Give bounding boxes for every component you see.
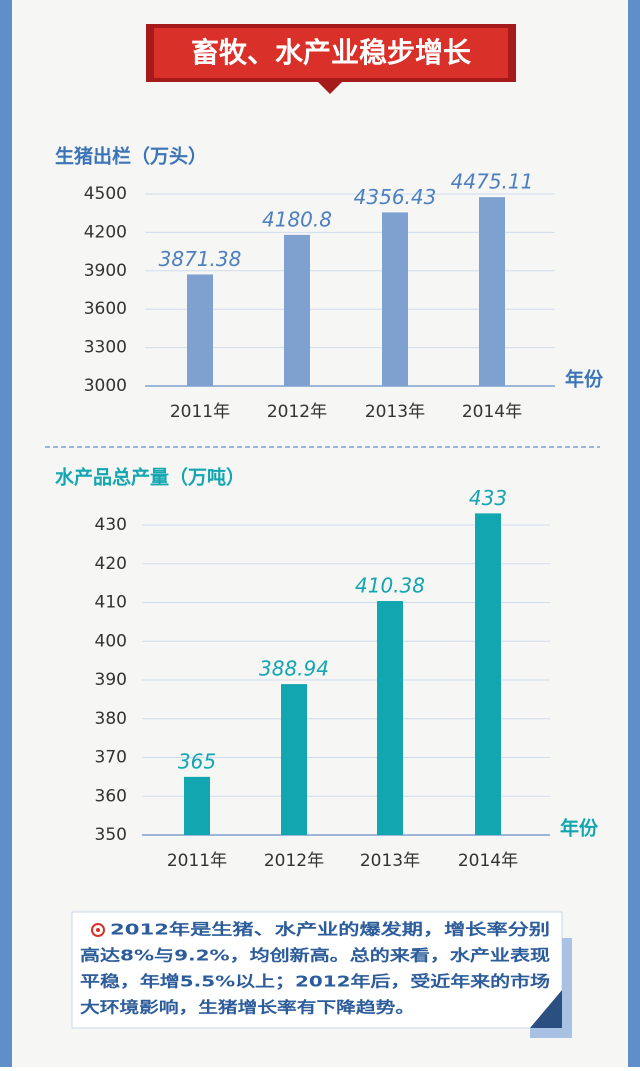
x-axis-label: 年份 <box>560 817 599 840</box>
y-tick-label: 390 <box>95 670 127 690</box>
y-tick-label: 430 <box>95 515 127 535</box>
y-tick-label: 3600 <box>84 299 127 319</box>
bar <box>479 197 505 386</box>
bar <box>187 274 213 386</box>
value-label: 410.38 <box>355 574 425 598</box>
y-tick-label: 360 <box>95 786 127 806</box>
right-border <box>628 0 640 1067</box>
x-tick-label: 2012年 <box>267 402 327 422</box>
value-label: 365 <box>178 749 216 773</box>
x-tick-label: 2012年 <box>264 851 324 871</box>
note-line: 2012年是生猪、水产业的爆发期，增长率分别 <box>110 920 550 939</box>
chart-title: 水产品总产量（万吨） <box>55 466 245 489</box>
x-axis-label: 年份 <box>565 368 604 391</box>
x-tick-label: 2014年 <box>458 851 518 871</box>
y-tick-label: 3900 <box>84 261 127 281</box>
y-tick-label: 350 <box>95 825 127 845</box>
chart-title: 生猪出栏（万头） <box>55 145 207 168</box>
note-icon <box>91 923 105 937</box>
note-icon-dot <box>96 928 100 932</box>
y-tick-label: 370 <box>95 748 127 768</box>
x-tick-label: 2011年 <box>170 402 230 422</box>
y-tick-label: 400 <box>95 631 127 651</box>
x-tick-label: 2013年 <box>360 851 420 871</box>
banner <box>154 28 508 78</box>
value-label: 3871.38 <box>159 247 242 271</box>
value-label: 433 <box>469 486 507 510</box>
note-fold <box>530 990 562 1028</box>
bar <box>475 513 501 835</box>
y-tick-label: 410 <box>95 593 127 613</box>
note-line: 高达8%与9.2%，均创新高。总的来看，水产业表现 <box>80 946 551 965</box>
note-line: 大环境影响，生猪增长率有下降趋势。 <box>80 998 415 1017</box>
bar <box>382 212 408 386</box>
y-tick-label: 4200 <box>84 222 127 242</box>
x-tick-label: 2011年 <box>167 851 227 871</box>
value-label: 388.94 <box>259 657 329 681</box>
bar <box>284 234 310 386</box>
bar <box>377 601 403 835</box>
banner-title: 畜牧、水产业稳步增长 <box>191 36 471 69</box>
left-border <box>0 0 12 1067</box>
x-tick-label: 2013年 <box>365 402 425 422</box>
value-label: 4475.11 <box>451 170 534 194</box>
bar <box>281 684 307 835</box>
value-label: 4180.8 <box>262 207 332 231</box>
banner-pointer <box>318 82 342 94</box>
y-tick-label: 380 <box>95 709 127 729</box>
y-tick-label: 3000 <box>84 376 127 396</box>
value-label: 4356.43 <box>354 185 437 209</box>
y-tick-label: 420 <box>95 554 127 574</box>
x-tick-label: 2014年 <box>462 402 522 422</box>
bar <box>184 776 210 835</box>
y-tick-label: 4500 <box>84 184 127 204</box>
y-tick-label: 3300 <box>84 338 127 358</box>
note-line: 平稳，年增5.5%以上；2012年后，受近年来的市场 <box>80 972 550 991</box>
